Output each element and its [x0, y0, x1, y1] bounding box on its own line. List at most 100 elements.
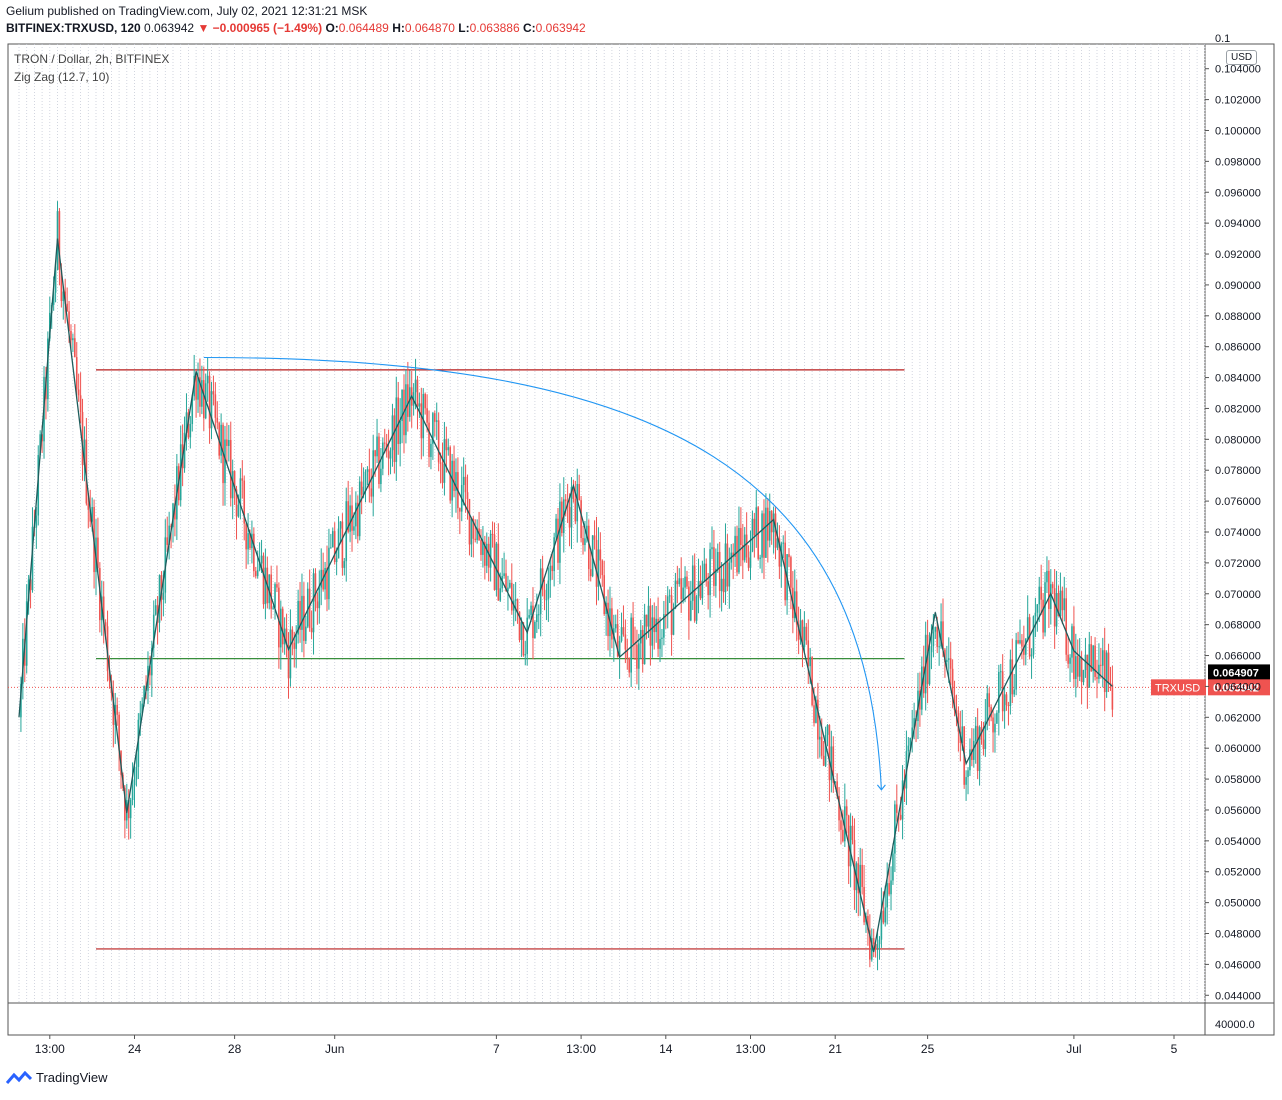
candle-body-up: [555, 518, 557, 538]
chart-frame: [7, 43, 1275, 1036]
candle-body-down: [828, 724, 831, 781]
candle-body-up: [911, 727, 913, 738]
candle-body-down: [81, 411, 84, 466]
candle-body-down: [466, 492, 469, 499]
candle-body-up: [395, 397, 398, 463]
candle-body-up: [890, 880, 892, 895]
open-label: O:: [325, 21, 339, 35]
candle-body-down: [518, 611, 521, 640]
candle-body-down: [867, 916, 869, 931]
candle-body-down: [112, 693, 115, 725]
candle-body-up: [870, 938, 873, 960]
candle-body-up: [715, 568, 717, 586]
candle-body-up: [761, 513, 763, 558]
candle-body-up: [938, 646, 940, 648]
candle-body-up: [158, 575, 161, 623]
symbol-ohlc-bar: BITFINEX:TRXUSD, 120 0.063942 ▼ −0.00096…: [6, 21, 586, 35]
candle-body-down: [1011, 659, 1014, 695]
candle-body-up: [618, 640, 621, 657]
candle-body-up: [672, 608, 675, 635]
candle-body-up: [639, 629, 642, 644]
candle-body-up: [31, 526, 34, 591]
candle-body-down: [936, 627, 939, 647]
candle-body-up: [663, 614, 665, 638]
candle-body-down: [75, 357, 78, 390]
candle-body-up: [335, 558, 338, 563]
candle-body-up: [697, 580, 700, 597]
candle-body-up: [133, 779, 136, 786]
candle-body-up: [237, 504, 240, 517]
candle-body-up: [536, 614, 538, 623]
candle-body-up: [197, 377, 199, 400]
candle-body-down: [680, 578, 682, 600]
candle-body-down: [851, 825, 854, 840]
candle-body-down: [657, 618, 659, 649]
candle-body-down: [85, 439, 88, 504]
candle-body-down: [745, 534, 748, 558]
candle-body-down: [896, 804, 898, 813]
candle-body-up: [934, 627, 937, 632]
x-tick-label: 7: [493, 1042, 500, 1056]
candle-body-down: [1007, 705, 1010, 707]
candle-body-down: [982, 739, 985, 750]
candle-body-up: [894, 804, 896, 854]
candle-body-down: [333, 531, 336, 563]
candle-body-down: [543, 589, 546, 600]
candle-body-up: [358, 481, 361, 537]
candle-body-up: [999, 671, 1002, 673]
candle-body-down: [124, 787, 126, 821]
candle-body-down: [393, 415, 396, 463]
candle-body-down: [811, 657, 813, 706]
x-tick-label: 21: [829, 1042, 843, 1056]
candle-body-up: [661, 637, 663, 639]
candle-body-up: [759, 557, 761, 559]
x-tick-label: 13:00: [566, 1042, 596, 1056]
currency-button[interactable]: USD: [1226, 50, 1258, 65]
candle-body-up: [337, 528, 340, 559]
tradingview-logo[interactable]: TradingView: [6, 1070, 108, 1085]
candle-body-down: [516, 599, 519, 612]
candle-body-up: [355, 502, 357, 527]
candle-body-up: [1044, 582, 1046, 633]
candle-body-up: [260, 555, 263, 564]
candle-body-up: [526, 617, 528, 655]
candle-body-up: [1101, 650, 1104, 666]
candle-body-down: [29, 579, 32, 591]
y-tick-label: 0.054000: [1215, 836, 1261, 848]
chart-legend-title: TRON / Dollar, 2h, BITFINEX: [14, 52, 170, 66]
candle-body-down: [557, 518, 559, 563]
x-tick-label: Jul: [1066, 1042, 1081, 1056]
candle-body-down: [314, 573, 317, 602]
candle-body-down: [459, 508, 461, 512]
candle-body-up: [268, 574, 271, 604]
candle-body-down: [522, 622, 525, 656]
candle-body-up: [239, 478, 242, 505]
candle-body-up: [455, 472, 457, 491]
candle-body-down: [861, 864, 863, 887]
candle-body-down: [838, 796, 840, 821]
candle-body-up: [720, 578, 723, 592]
candle-body-down: [299, 600, 301, 630]
candle-body-up: [876, 944, 879, 948]
candle-body-down: [243, 480, 246, 524]
candle-body-down: [732, 552, 734, 557]
y-tick-label: 0.078000: [1215, 465, 1261, 477]
candle-body-up: [1098, 664, 1100, 679]
candle-body-down: [641, 629, 644, 665]
close-label: C:: [523, 21, 536, 35]
candle-body-up: [1050, 584, 1052, 609]
candle-body-up: [691, 565, 694, 601]
candle-body-down: [795, 591, 798, 625]
candle-body-up: [880, 910, 883, 940]
prev-price-label: 0.064907: [1213, 667, 1259, 679]
candle-body-up: [961, 726, 964, 743]
candle-body-down: [214, 394, 217, 418]
indicator-legend[interactable]: Zig Zag (12.7, 10): [14, 70, 110, 84]
candle-body-up: [432, 413, 434, 444]
candle-body-up: [749, 551, 752, 568]
candle-body-down: [316, 601, 319, 609]
candle-body-up: [969, 749, 971, 771]
candle-body-up: [643, 614, 646, 665]
candle-body-up: [25, 601, 28, 666]
